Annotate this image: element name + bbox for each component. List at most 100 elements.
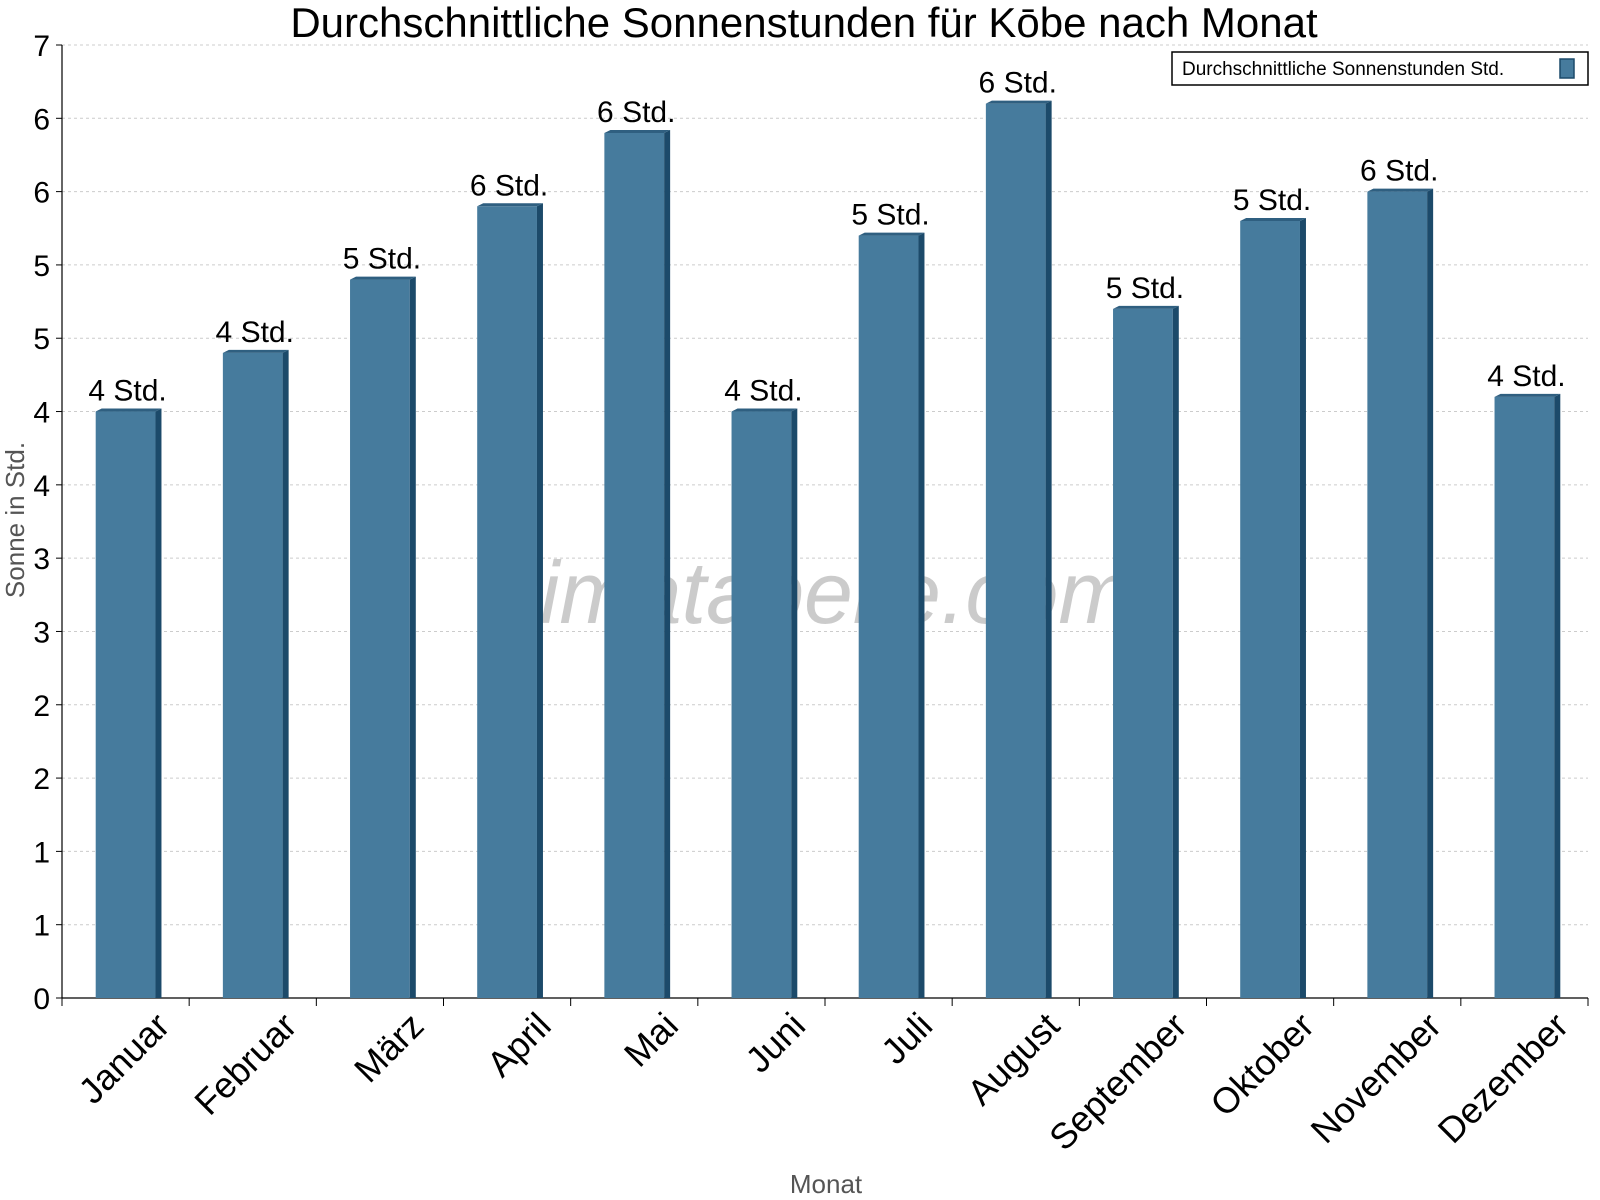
y-tick-label: 1: [33, 910, 50, 943]
bar-märz: [350, 276, 416, 999]
bar-august: [985, 100, 1052, 998]
bar-side: [1045, 100, 1052, 998]
bar-value-label: 5 Std.: [343, 243, 421, 276]
bar-top: [222, 349, 289, 353]
bar-juni: [731, 408, 798, 998]
y-tick-label: 2: [33, 763, 50, 796]
y-tick-label: 1: [33, 836, 50, 869]
legend: Durchschnittliche Sonnenstunden Std.: [1171, 51, 1589, 86]
bar-value-label: 4 Std.: [724, 375, 802, 408]
x-tick-label: Mai: [616, 1005, 686, 1075]
y-axis-label: Sonne in Std.: [0, 442, 30, 598]
axes: [56, 44, 1589, 1006]
bar-side: [409, 276, 416, 999]
y-tick-label: 6: [33, 103, 50, 136]
bar-face: [350, 279, 410, 999]
bar-face: [222, 352, 283, 998]
y-tick-label: 2: [33, 690, 50, 723]
y-tick-label: 5: [33, 323, 50, 356]
y-tick-label: 4: [33, 397, 50, 430]
bar-side: [1172, 305, 1179, 998]
bar-face: [1367, 191, 1428, 999]
y-tick-labels: 0 1 1 2 2 3 3 4 4 5 5 6 6 7: [33, 30, 50, 1016]
x-tick-label: Juli: [873, 1005, 940, 1072]
chart-title: Durchschnittliche Sonnenstunden für Kōbe…: [290, 0, 1318, 46]
bar-value-label: 6 Std.: [470, 169, 548, 202]
value-labels: 4 Std. 4 Std. 5 Std. 6 Std. 6 Std. 4 Std. 5 St…: [88, 67, 1565, 408]
bar-februar: [222, 349, 289, 998]
bar-value-label: 5 Std.: [851, 199, 929, 232]
y-tick-label: 6: [33, 177, 50, 210]
x-tick-label: Februar: [186, 1005, 304, 1123]
y-tick-label: 5: [33, 250, 50, 283]
bar-side: [1554, 393, 1561, 998]
legend-label: Durchschnittliche Sonnenstunden Std.: [1182, 59, 1504, 80]
bar-side: [1299, 217, 1306, 998]
bar-side: [536, 203, 543, 998]
bar-face: [1494, 396, 1555, 998]
bar-oktober: [1240, 217, 1306, 998]
gridlines: [62, 44, 1588, 926]
bar-top: [1240, 217, 1306, 221]
bar-top: [1494, 393, 1561, 397]
legend-box: [1171, 51, 1589, 86]
bar-april: [477, 203, 543, 998]
bar-value-label: 6 Std.: [597, 96, 675, 129]
y-tick-label: 3: [33, 616, 50, 649]
bar-november: [1367, 188, 1434, 999]
bar-side: [1427, 188, 1434, 999]
bar-value-label: 6 Std.: [979, 67, 1057, 100]
y-tick-label: 0: [33, 983, 50, 1016]
x-tick-label: Januar: [70, 1005, 177, 1112]
bar-side: [155, 408, 162, 998]
bar-face: [604, 132, 665, 998]
bar-top: [1367, 188, 1434, 192]
bar-face: [1113, 308, 1173, 998]
legend-swatch: [1559, 58, 1575, 79]
bar-top: [1113, 305, 1179, 309]
bar-face: [858, 235, 919, 999]
x-tick-label: November: [1302, 1005, 1448, 1151]
bar-face: [1240, 220, 1300, 998]
bar-value-label: 4 Std.: [216, 316, 294, 349]
x-tick-label: März: [346, 1005, 432, 1091]
bar-top: [95, 408, 162, 412]
x-tick-label: April: [479, 1005, 559, 1085]
bar-top: [731, 408, 798, 412]
bar-dezember: [1494, 393, 1561, 998]
bars: [95, 100, 1561, 999]
bar-top: [604, 129, 671, 133]
bar-januar: [95, 408, 162, 998]
bar-side: [282, 349, 289, 998]
bar-mai: [604, 129, 671, 998]
x-tick-label: September: [1041, 1005, 1195, 1159]
y-tick-label: 4: [33, 470, 50, 503]
x-tick-label: Oktober: [1202, 1005, 1322, 1125]
bar-top: [477, 203, 543, 207]
bar-value-label: 5 Std.: [1106, 272, 1184, 305]
x-tick-label: Juni: [737, 1005, 813, 1081]
bar-side: [791, 408, 798, 998]
bar-face: [731, 411, 792, 998]
x-tick-labels: Januar Februar März April Mai Juni Juli AugustS…: [70, 1005, 1576, 1159]
bar-top: [985, 100, 1052, 104]
bar-september: [1113, 305, 1179, 998]
x-tick-label: August: [959, 1005, 1067, 1113]
y-tick-label: 7: [33, 30, 50, 63]
x-axis-label: Monat: [790, 1169, 863, 1199]
bar-value-label: 6 Std.: [1360, 155, 1438, 188]
x-tick-label: Dezember: [1430, 1005, 1576, 1151]
bar-juli: [858, 232, 925, 999]
bar-side: [664, 129, 671, 998]
bar-face: [985, 103, 1046, 998]
bar-face: [477, 206, 537, 998]
bar-value-label: 5 Std.: [1233, 184, 1311, 217]
bar-value-label: 4 Std.: [1487, 360, 1565, 393]
bar-side: [918, 232, 925, 999]
bar-face: [95, 411, 156, 998]
bar-top: [858, 232, 925, 236]
bar-value-label: 4 Std.: [88, 375, 166, 408]
y-tick-label: 3: [33, 543, 50, 576]
bar-top: [350, 276, 416, 280]
